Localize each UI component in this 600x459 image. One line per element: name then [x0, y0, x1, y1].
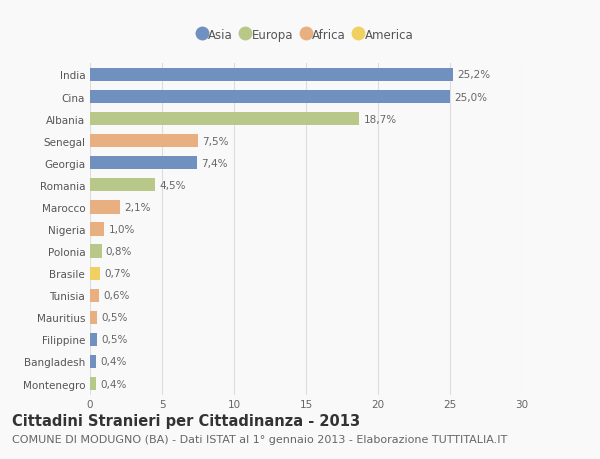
Text: 7,4%: 7,4% [201, 158, 227, 168]
Text: 1,0%: 1,0% [109, 224, 135, 235]
Bar [90, 91, 450, 104]
Legend: Asia, Europa, Africa, America: Asia, Europa, Africa, America [195, 25, 417, 45]
Bar [90, 267, 100, 280]
Bar [90, 69, 453, 82]
Text: 0,6%: 0,6% [103, 291, 130, 301]
Text: COMUNE DI MODUGNO (BA) - Dati ISTAT al 1° gennaio 2013 - Elaborazione TUTTITALIA: COMUNE DI MODUGNO (BA) - Dati ISTAT al 1… [12, 434, 507, 444]
Bar [90, 179, 155, 192]
Text: 0,7%: 0,7% [104, 269, 131, 279]
Text: 2,1%: 2,1% [125, 202, 151, 213]
Bar [90, 311, 97, 324]
Text: 0,4%: 0,4% [100, 379, 127, 389]
Text: 7,5%: 7,5% [202, 136, 229, 146]
Text: 18,7%: 18,7% [364, 114, 397, 124]
Text: Cittadini Stranieri per Cittadinanza - 2013: Cittadini Stranieri per Cittadinanza - 2… [12, 413, 360, 428]
Text: 0,8%: 0,8% [106, 246, 132, 257]
Bar [90, 377, 96, 390]
Text: 0,4%: 0,4% [100, 357, 127, 367]
Bar [90, 201, 120, 214]
Bar [90, 245, 101, 258]
Bar [90, 113, 359, 126]
Text: 0,5%: 0,5% [101, 335, 128, 345]
Bar [90, 157, 197, 170]
Bar [90, 333, 97, 346]
Text: 25,0%: 25,0% [454, 92, 487, 102]
Text: 4,5%: 4,5% [159, 180, 185, 190]
Bar [90, 223, 104, 236]
Text: 25,2%: 25,2% [457, 70, 490, 80]
Bar [90, 289, 98, 302]
Text: 0,5%: 0,5% [101, 313, 128, 323]
Bar [90, 355, 96, 368]
Bar [90, 135, 198, 148]
